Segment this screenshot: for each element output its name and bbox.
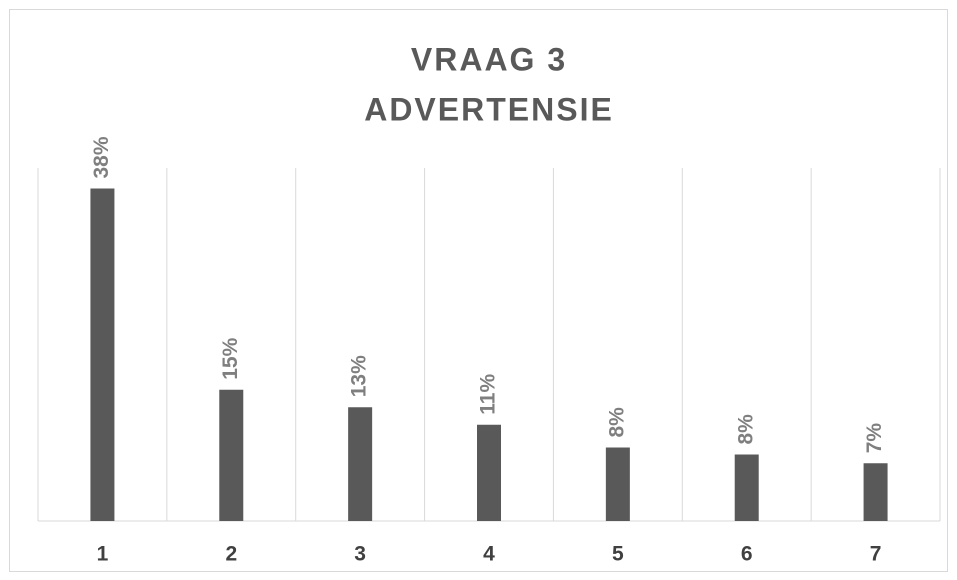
bar	[348, 407, 373, 521]
x-tick-label: 2	[225, 543, 237, 566]
chart-title: VRAAG 3	[411, 41, 567, 77]
x-tick-label: 4	[483, 543, 495, 566]
data-label: 8%	[605, 407, 628, 438]
bar	[219, 389, 244, 521]
data-label: 11%	[477, 374, 500, 415]
chart-title: ADVERTENSIE	[364, 91, 614, 127]
data-label: 38%	[90, 136, 113, 178]
data-label: 7%	[863, 423, 886, 454]
x-tick-label: 3	[354, 543, 366, 566]
x-tick-label: 5	[612, 543, 624, 566]
data-label: 15%	[219, 337, 242, 379]
bar	[605, 447, 630, 521]
bar	[863, 463, 888, 521]
bar	[477, 424, 501, 521]
x-tick-label: 6	[741, 543, 753, 566]
data-label: 13%	[348, 355, 371, 397]
x-tick-label: 7	[870, 543, 882, 566]
data-label: 8%	[734, 414, 757, 445]
bar	[734, 454, 759, 521]
bar	[90, 188, 115, 521]
x-tick-label: 1	[97, 543, 109, 566]
